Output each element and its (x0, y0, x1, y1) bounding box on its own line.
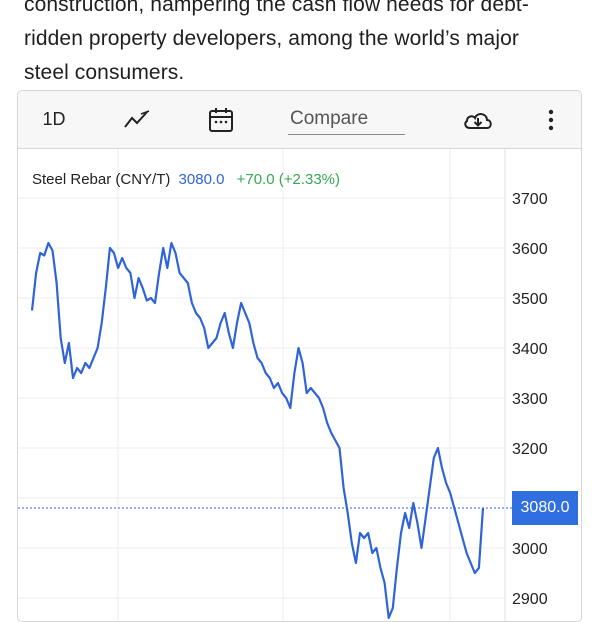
more-vertical-icon[interactable] (536, 91, 566, 148)
y-tick-label: 3600 (512, 241, 548, 258)
y-tick-label: 3700 (512, 191, 548, 208)
current-price-tag: 3080.0 (512, 491, 578, 525)
y-tick-label: 3300 (512, 391, 548, 408)
y-tick-label: 3200 (512, 441, 548, 458)
line-chart-icon[interactable] (116, 91, 158, 148)
calendar-icon[interactable] (200, 91, 242, 148)
y-axis: 370036003500340033003200310030002900 (512, 191, 548, 608)
legend-change: +70.0 (+2.33%) (236, 171, 341, 188)
series-layer (30, 241, 485, 620)
range-selector-button[interactable]: 1D (42, 109, 66, 129)
legend-last-value: 3080.0 (178, 171, 225, 188)
compare-input[interactable]: Compare (288, 104, 405, 135)
chart-area[interactable]: 370036003500340033003200310030002900 Ste… (18, 149, 581, 621)
y-tick-label: 3500 (512, 291, 548, 308)
article-line: ridden property developers, among the wo… (24, 27, 519, 50)
article-line: steel consumers. (24, 61, 185, 84)
chart-legend: Steel Rebar (CNY/T) 3080.0 +70.0 (+2.33%… (32, 171, 340, 188)
price-chart: 370036003500340033003200310030002900 (18, 149, 548, 621)
article-line: construction, hampering the cash flow ne… (24, 0, 529, 16)
y-tick-label: 3400 (512, 341, 548, 358)
legend-symbol: Steel Rebar (CNY/T) (32, 171, 171, 188)
chart-grid (18, 149, 512, 621)
chart-widget: 1D Compare (17, 90, 582, 622)
price-series-line (30, 241, 485, 620)
chart-toolbar: 1D Compare (18, 91, 581, 149)
cloud-download-icon[interactable] (458, 91, 498, 148)
y-tick-label: 3000 (512, 541, 548, 558)
article-text: construction, hampering the cash flow ne… (24, 0, 594, 90)
